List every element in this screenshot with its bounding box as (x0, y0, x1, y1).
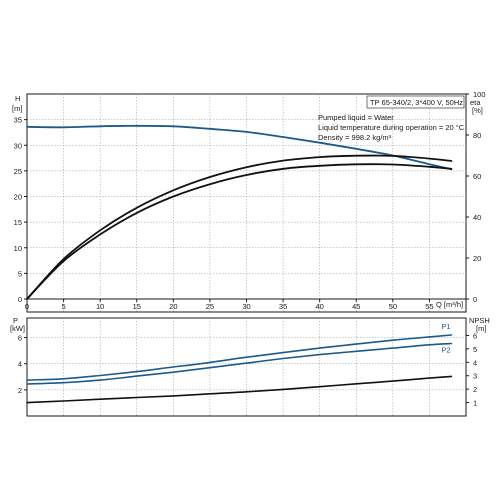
top-left-tick-label: 10 (14, 244, 22, 253)
info-box-title-frame (366, 95, 465, 109)
bottom-left-axis-unit: [kW] (10, 324, 25, 333)
top-chart-grid (27, 94, 466, 312)
top-x-tick-label: 30 (242, 302, 250, 311)
top-right-tick-label: 40 (473, 213, 481, 222)
bottom-series-line-2 (26, 375, 453, 404)
bottom-right-tick-label: 3 (473, 372, 477, 381)
top-right-axis-unit: [%] (472, 106, 483, 115)
bottom-left-tick-label: 6 (18, 334, 22, 343)
top-left-axis-unit: [m] (12, 104, 22, 113)
bottom-series-line-1 (26, 342, 453, 385)
top-x-tick-label: 35 (279, 302, 287, 311)
top-left-tick-label: 30 (14, 141, 22, 150)
bottom-left-tick-label: 4 (18, 360, 22, 369)
bottom-right-axis-unit: [m] (476, 324, 486, 333)
bottom-right-tick-labels: 1 2 3 4 5 6 (466, 331, 477, 408)
top-x-tick-label: 20 (169, 302, 177, 311)
top-left-tick-label: 5 (18, 269, 22, 278)
info-line-2: Liquid temperature during operation = 20… (318, 123, 465, 132)
series-label-p2: P2 (441, 345, 450, 354)
bottom-right-tick-label: 1 (473, 399, 477, 408)
series-label-p1: P1 (441, 322, 450, 331)
top-left-tick-label: 0 (18, 295, 22, 304)
top-right-axis-name: eta (470, 98, 481, 107)
info-box: TP 65-340/2, 3*400 V, 50Hz Pumped liquid… (318, 95, 465, 142)
top-right-tick-label: 80 (473, 131, 481, 140)
bottom-series-line-0 (26, 334, 453, 381)
bottom-right-tick-label: 6 (473, 331, 477, 340)
top-series-line-2 (26, 163, 453, 300)
bottom-right-tick-label: 5 (473, 345, 477, 354)
info-line-3: Density = 998.2 kg/m³ (318, 133, 392, 142)
bottom-right-tick-label: 2 (473, 385, 477, 394)
info-line-0: TP 65-340/2, 3*400 V, 50Hz (370, 98, 463, 107)
top-x-tick-label: 10 (96, 302, 104, 311)
top-left-tick-labels: 0 5 10 15 20 25 30 35 (14, 116, 27, 304)
top-x-tick-label: 15 (133, 302, 141, 311)
top-left-tick-label: 25 (14, 167, 22, 176)
bottom-left-axis-name: P (13, 316, 18, 325)
top-left-tick-label: 20 (14, 193, 22, 202)
bottom-left-tick-label: 2 (18, 386, 22, 395)
bottom-right-tick-label: 4 (473, 358, 477, 367)
top-x-tick-label: 25 (206, 302, 214, 311)
top-right-tick-label: 0 (473, 295, 477, 304)
head-efficiency-chart: 0 5 10 15 20 25 30 35 40 45 50 55 0 5 10 15 20 25 30 35 0 2… (12, 90, 486, 313)
bottom-left-tick-labels: 2 4 6 (18, 334, 27, 395)
top-left-tick-label: 35 (14, 116, 22, 125)
top-right-tick-label: 100 (473, 90, 486, 99)
top-right-tick-labels: 0 20 40 60 80 100 (466, 90, 486, 304)
top-right-tick-label: 60 (473, 172, 481, 181)
bottom-right-axis-name: NPSH (469, 316, 490, 325)
top-chart-series (26, 124, 453, 300)
top-series-line-1 (26, 154, 453, 300)
top-x-tick-label: 55 (425, 302, 433, 311)
top-x-tick-label: 0 (25, 302, 29, 311)
bottom-chart-series: P1 P2 (26, 322, 453, 404)
top-x-tick-label: 40 (315, 302, 323, 311)
top-x-tick-label: 45 (352, 302, 360, 311)
top-left-axis-name: H (15, 94, 20, 103)
info-line-1: Pumped liquid = Water (318, 113, 394, 122)
top-x-tick-label: 50 (389, 302, 397, 311)
top-x-axis-label: Q [m³/h] (436, 300, 463, 309)
top-right-tick-label: 20 (473, 254, 481, 263)
top-x-tick-labels: 0 5 10 15 20 25 30 35 40 45 50 55 (25, 299, 434, 311)
power-npsh-chart: 2 4 6 1 2 3 4 5 6 P [kW] NPSH [m] P1 P2 (10, 316, 490, 417)
top-left-tick-label: 15 (14, 218, 22, 227)
top-x-tick-label: 5 (61, 302, 65, 311)
